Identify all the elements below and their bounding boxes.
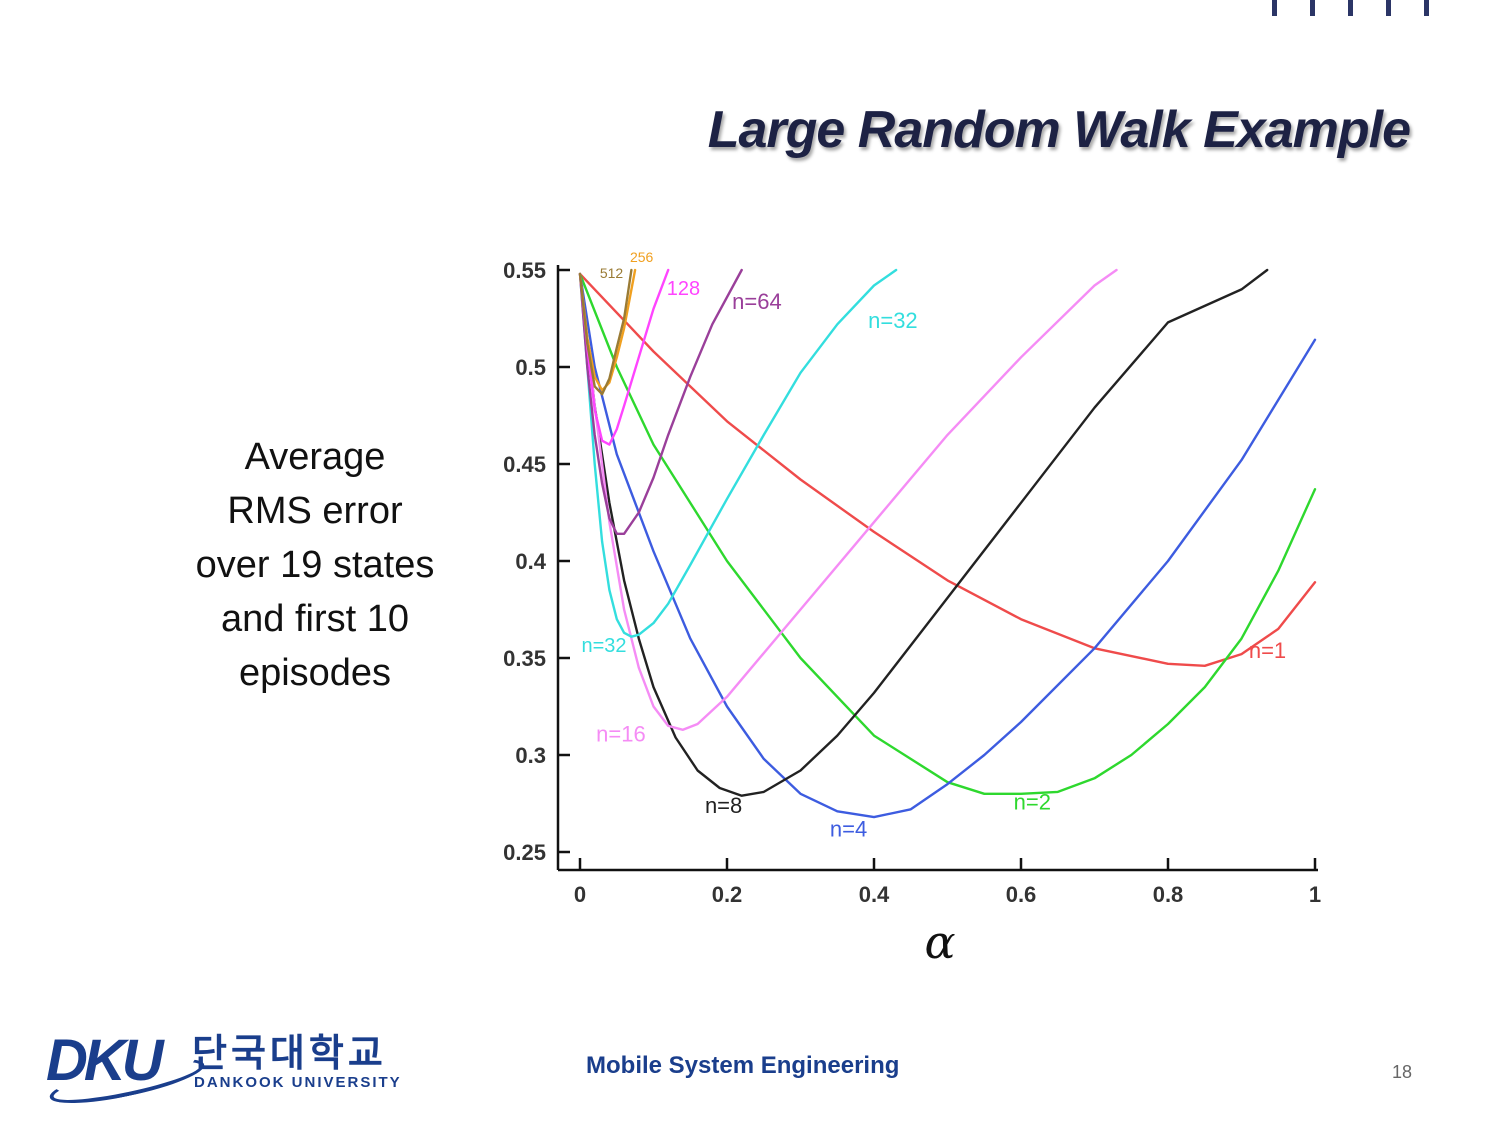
series-label: n=16: [596, 721, 646, 746]
series-line-n2: [578, 272, 1317, 795]
series-label: 256: [630, 249, 654, 265]
series-line-n4: [578, 272, 1317, 819]
series-line-n64: [578, 268, 743, 535]
x-tick-label: 1: [1309, 882, 1321, 907]
university-logo: DKU 단국대학교 DANKOOK UNIVERSITY: [46, 1028, 416, 1113]
logo-english-name: DANKOOK UNIVERSITY: [194, 1074, 402, 1091]
series-line-n16: [578, 268, 1118, 731]
series-label: n=4: [830, 816, 867, 841]
series-label: 512: [600, 265, 624, 281]
course-name: Mobile System Engineering: [586, 1052, 900, 1079]
x-axis-label: α: [924, 915, 955, 969]
series-label: 128: [667, 278, 700, 300]
y-tick-label: 0.3: [515, 743, 546, 768]
ylabel-line: Average: [244, 436, 386, 478]
y-tick-label: 0.55: [503, 258, 546, 283]
series-label: n=8: [705, 793, 742, 818]
chart-axes: 0.25 0.3 0.35 0.4 0.45 0.5 0.55 0 0.2 0.4 0.6 0.8 1: [503, 258, 1321, 907]
x-tick-label: 0: [574, 882, 586, 907]
ylabel-line: RMS error: [227, 490, 403, 532]
y-tick-label: 0.25: [503, 840, 546, 865]
series-label: n=64: [732, 289, 782, 314]
series-label: n=2: [1014, 789, 1051, 814]
series-line-128: [578, 268, 670, 446]
x-tick-label: 0.8: [1153, 882, 1184, 907]
series-label: n=1: [1249, 638, 1286, 663]
slide-title: Large Random Walk Example: [707, 101, 1411, 159]
rms-error-chart: 0.250.30.350.40.450.50.550 0.2 0.4 0.6 0.8 1 …: [503, 249, 1321, 969]
ylabel-line: over 19 states: [195, 544, 435, 586]
series-line-n32: [578, 268, 898, 638]
logo-korean-name: 단국대학교: [192, 1031, 387, 1075]
series-line-n1: [578, 272, 1317, 667]
x-tick-label: 0.4: [859, 882, 890, 907]
x-tick-label: 0.2: [712, 882, 743, 907]
chart-annotations: n=1 n=2 n=4 n=8 n=16 n=32 n=32 n=64 128 256 512: [581, 249, 1286, 841]
y-tick-label: 0.35: [503, 646, 546, 671]
logo-mark: DKU: [46, 1028, 164, 1093]
series-label: n=32: [581, 635, 626, 657]
ylabel-line: episodes: [238, 652, 392, 694]
page-number: 18: [1391, 1062, 1412, 1082]
x-tick-label: 0.6: [1006, 882, 1037, 907]
y-tick-label: 0.5: [515, 355, 546, 380]
series-label: n=32: [868, 308, 918, 333]
y-tick-label: 0.4: [515, 549, 546, 574]
chart-series: [578, 268, 1317, 819]
y-tick-label: 0.45: [503, 452, 546, 477]
series-line-n8: [578, 268, 1269, 797]
y-axis-description: Average RMS error over 19 states and fir…: [160, 430, 470, 700]
ylabel-line: and first 10: [221, 598, 409, 640]
series-line-512: [578, 268, 633, 396]
header-decoration: [1268, 0, 1438, 20]
